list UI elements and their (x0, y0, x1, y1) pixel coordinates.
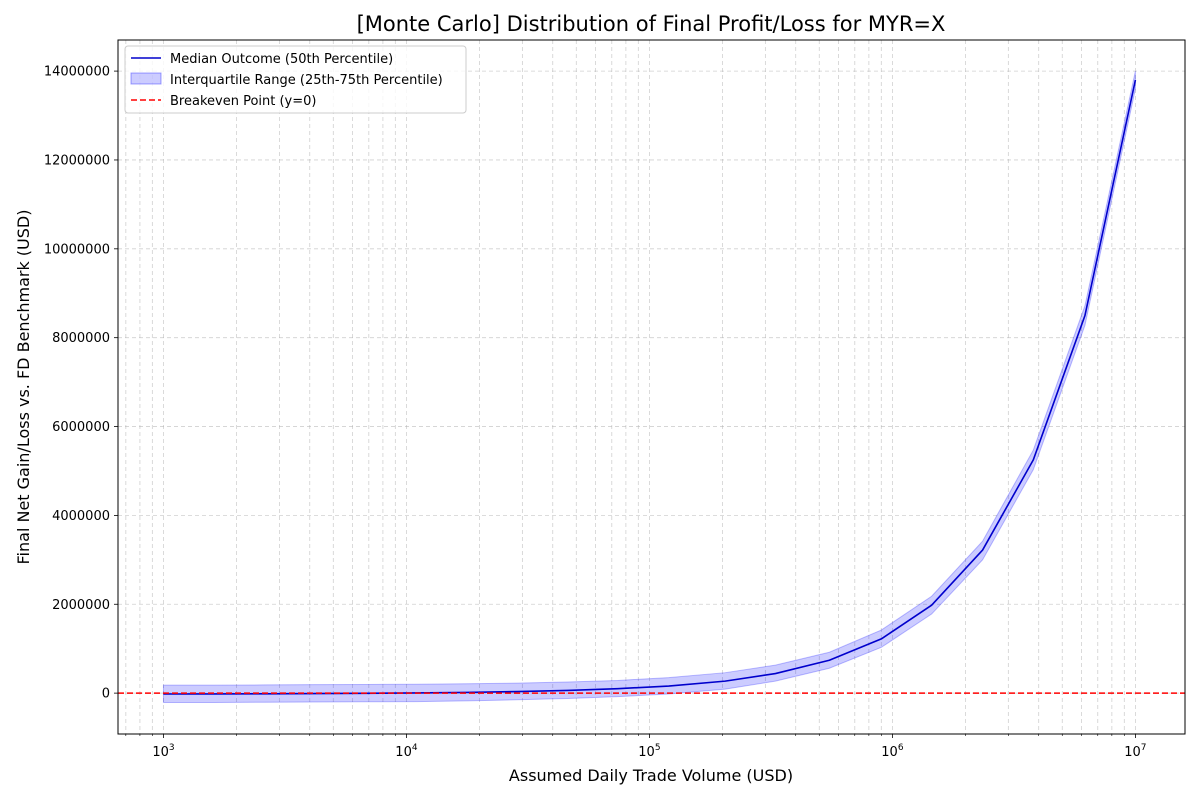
legend-breakeven-label: Breakeven Point (y=0) (170, 94, 316, 109)
chart-title: [Monte Carlo] Distribution of Final Prof… (357, 12, 946, 36)
y-tick-label: 2000000 (52, 598, 110, 613)
x-axis-label: Assumed Daily Trade Volume (USD) (509, 766, 793, 785)
y-tick-label: 4000000 (52, 509, 110, 524)
y-tick-label: 6000000 (52, 420, 110, 435)
legend-median-label: Median Outcome (50th Percentile) (170, 52, 393, 67)
grid-layer (118, 40, 1185, 734)
y-tick-label: 8000000 (52, 331, 110, 346)
data-layer (118, 70, 1185, 703)
plot-frame (117, 39, 1186, 735)
y-tick-label: 0 (102, 687, 110, 702)
y-tick-label: 12000000 (44, 153, 110, 168)
tick-layer: 103 104 105 106 107 0 2000000 4000000 6000000 800… (44, 65, 1147, 760)
y-axis-label: Final Net Gain/Loss vs. FD Benchmark (US… (14, 210, 33, 565)
y-tick-label: 10000000 (44, 242, 110, 257)
x-tick-label: 106 (881, 743, 904, 760)
x-tick-label: 103 (152, 743, 174, 760)
iqr-band (162, 70, 1136, 703)
legend-iqr-swatch (130, 72, 162, 85)
legend: Median Outcome (50th Percentile) Interqu… (124, 45, 467, 114)
x-tick-label: 105 (638, 743, 660, 760)
legend-box (124, 45, 467, 114)
x-tick-label: 107 (1124, 743, 1146, 760)
x-tick-label: 104 (395, 743, 418, 760)
y-tick-label: 14000000 (44, 65, 110, 80)
legend-iqr-label: Interquartile Range (25th-75th Percentil… (170, 73, 443, 88)
median-line (163, 79, 1137, 695)
